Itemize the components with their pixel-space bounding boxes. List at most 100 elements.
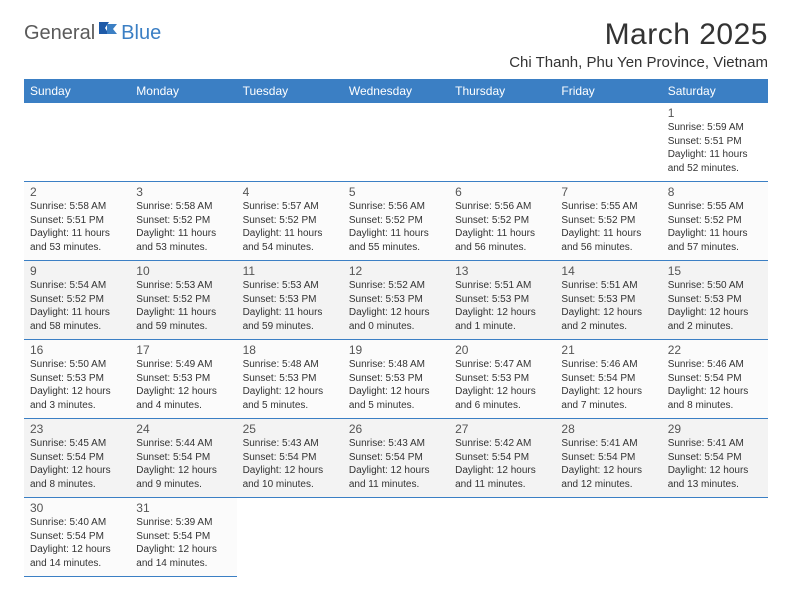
daylight-text: Daylight: 12 hours and 7 minutes.: [561, 385, 655, 412]
daylight-text: Daylight: 12 hours and 2 minutes.: [561, 306, 655, 333]
day-number: 13: [455, 264, 549, 278]
day-number: 27: [455, 422, 549, 436]
day-number: 20: [455, 343, 549, 357]
sunset-text: Sunset: 5:54 PM: [136, 530, 230, 544]
month-title: March 2025: [509, 18, 768, 52]
daylight-text: Daylight: 11 hours and 58 minutes.: [30, 306, 124, 333]
sunset-text: Sunset: 5:54 PM: [561, 372, 655, 386]
calendar-cell: 26Sunrise: 5:43 AMSunset: 5:54 PMDayligh…: [343, 419, 449, 498]
sunrise-text: Sunrise: 5:53 AM: [136, 279, 230, 293]
sunset-text: Sunset: 5:53 PM: [243, 293, 337, 307]
calendar-cell: 2Sunrise: 5:58 AMSunset: 5:51 PMDaylight…: [24, 182, 130, 261]
flag-icon: [99, 20, 121, 41]
day-number: 15: [668, 264, 762, 278]
sunset-text: Sunset: 5:54 PM: [136, 451, 230, 465]
title-block: March 2025 Chi Thanh, Phu Yen Province, …: [509, 18, 768, 71]
day-number: 19: [349, 343, 443, 357]
day-number: 18: [243, 343, 337, 357]
calendar-cell: 22Sunrise: 5:46 AMSunset: 5:54 PMDayligh…: [662, 340, 768, 419]
sunrise-text: Sunrise: 5:55 AM: [668, 200, 762, 214]
day-number: 30: [30, 501, 124, 515]
sunset-text: Sunset: 5:53 PM: [136, 372, 230, 386]
calendar-cell: 5Sunrise: 5:56 AMSunset: 5:52 PMDaylight…: [343, 182, 449, 261]
sunrise-text: Sunrise: 5:46 AM: [561, 358, 655, 372]
day-number: 8: [668, 185, 762, 199]
day-header: Thursday: [449, 79, 555, 103]
calendar-cell: 19Sunrise: 5:48 AMSunset: 5:53 PMDayligh…: [343, 340, 449, 419]
calendar-cell-empty: [555, 103, 661, 182]
sunset-text: Sunset: 5:53 PM: [349, 372, 443, 386]
day-number: 6: [455, 185, 549, 199]
sunset-text: Sunset: 5:52 PM: [561, 214, 655, 228]
sunset-text: Sunset: 5:54 PM: [349, 451, 443, 465]
daylight-text: Daylight: 11 hours and 53 minutes.: [136, 227, 230, 254]
sunset-text: Sunset: 5:53 PM: [30, 372, 124, 386]
daylight-text: Daylight: 12 hours and 10 minutes.: [243, 464, 337, 491]
calendar-cell-empty: [343, 103, 449, 182]
sunset-text: Sunset: 5:54 PM: [668, 451, 762, 465]
sunrise-text: Sunrise: 5:53 AM: [243, 279, 337, 293]
sunrise-text: Sunrise: 5:42 AM: [455, 437, 549, 451]
calendar-cell: 11Sunrise: 5:53 AMSunset: 5:53 PMDayligh…: [237, 261, 343, 340]
calendar-cell-empty: [24, 103, 130, 182]
sunset-text: Sunset: 5:52 PM: [243, 214, 337, 228]
calendar-cell: 23Sunrise: 5:45 AMSunset: 5:54 PMDayligh…: [24, 419, 130, 498]
calendar-cell: 29Sunrise: 5:41 AMSunset: 5:54 PMDayligh…: [662, 419, 768, 498]
sunset-text: Sunset: 5:53 PM: [561, 293, 655, 307]
calendar-cell: 24Sunrise: 5:44 AMSunset: 5:54 PMDayligh…: [130, 419, 236, 498]
calendar-cell: 21Sunrise: 5:46 AMSunset: 5:54 PMDayligh…: [555, 340, 661, 419]
calendar-row: 16Sunrise: 5:50 AMSunset: 5:53 PMDayligh…: [24, 340, 768, 419]
calendar-cell: 28Sunrise: 5:41 AMSunset: 5:54 PMDayligh…: [555, 419, 661, 498]
sunset-text: Sunset: 5:54 PM: [243, 451, 337, 465]
sunrise-text: Sunrise: 5:49 AM: [136, 358, 230, 372]
sunset-text: Sunset: 5:54 PM: [30, 530, 124, 544]
sunset-text: Sunset: 5:52 PM: [136, 293, 230, 307]
daylight-text: Daylight: 12 hours and 5 minutes.: [349, 385, 443, 412]
day-number: 25: [243, 422, 337, 436]
day-number: 21: [561, 343, 655, 357]
day-number: 26: [349, 422, 443, 436]
sunset-text: Sunset: 5:53 PM: [668, 293, 762, 307]
calendar-cell: 27Sunrise: 5:42 AMSunset: 5:54 PMDayligh…: [449, 419, 555, 498]
day-header: Friday: [555, 79, 661, 103]
calendar-cell-empty: [237, 103, 343, 182]
calendar-cell: 6Sunrise: 5:56 AMSunset: 5:52 PMDaylight…: [449, 182, 555, 261]
daylight-text: Daylight: 12 hours and 11 minutes.: [349, 464, 443, 491]
day-number: 28: [561, 422, 655, 436]
calendar-cell-empty: [130, 103, 236, 182]
calendar-cell: 4Sunrise: 5:57 AMSunset: 5:52 PMDaylight…: [237, 182, 343, 261]
sunrise-text: Sunrise: 5:56 AM: [455, 200, 549, 214]
sunset-text: Sunset: 5:52 PM: [136, 214, 230, 228]
daylight-text: Daylight: 12 hours and 8 minutes.: [30, 464, 124, 491]
calendar-cell: 16Sunrise: 5:50 AMSunset: 5:53 PMDayligh…: [24, 340, 130, 419]
sunrise-text: Sunrise: 5:41 AM: [561, 437, 655, 451]
daylight-text: Daylight: 12 hours and 1 minute.: [455, 306, 549, 333]
sunset-text: Sunset: 5:54 PM: [668, 372, 762, 386]
day-number: 7: [561, 185, 655, 199]
sunset-text: Sunset: 5:54 PM: [561, 451, 655, 465]
day-number: 12: [349, 264, 443, 278]
day-header: Monday: [130, 79, 236, 103]
daylight-text: Daylight: 11 hours and 57 minutes.: [668, 227, 762, 254]
day-number: 16: [30, 343, 124, 357]
daylight-text: Daylight: 12 hours and 14 minutes.: [30, 543, 124, 570]
sunrise-text: Sunrise: 5:46 AM: [668, 358, 762, 372]
sunrise-text: Sunrise: 5:41 AM: [668, 437, 762, 451]
daylight-text: Daylight: 12 hours and 12 minutes.: [561, 464, 655, 491]
sunrise-text: Sunrise: 5:50 AM: [668, 279, 762, 293]
daylight-text: Daylight: 12 hours and 4 minutes.: [136, 385, 230, 412]
daylight-text: Daylight: 12 hours and 14 minutes.: [136, 543, 230, 570]
location: Chi Thanh, Phu Yen Province, Vietnam: [509, 54, 768, 71]
daylight-text: Daylight: 11 hours and 56 minutes.: [561, 227, 655, 254]
day-number: 24: [136, 422, 230, 436]
day-number: 14: [561, 264, 655, 278]
calendar-cell: 12Sunrise: 5:52 AMSunset: 5:53 PMDayligh…: [343, 261, 449, 340]
day-number: 1: [668, 106, 762, 120]
calendar-cell: 15Sunrise: 5:50 AMSunset: 5:53 PMDayligh…: [662, 261, 768, 340]
daylight-text: Daylight: 12 hours and 13 minutes.: [668, 464, 762, 491]
day-number: 31: [136, 501, 230, 515]
daylight-text: Daylight: 11 hours and 59 minutes.: [243, 306, 337, 333]
sunrise-text: Sunrise: 5:48 AM: [243, 358, 337, 372]
daylight-text: Daylight: 12 hours and 0 minutes.: [349, 306, 443, 333]
sunrise-text: Sunrise: 5:40 AM: [30, 516, 124, 530]
